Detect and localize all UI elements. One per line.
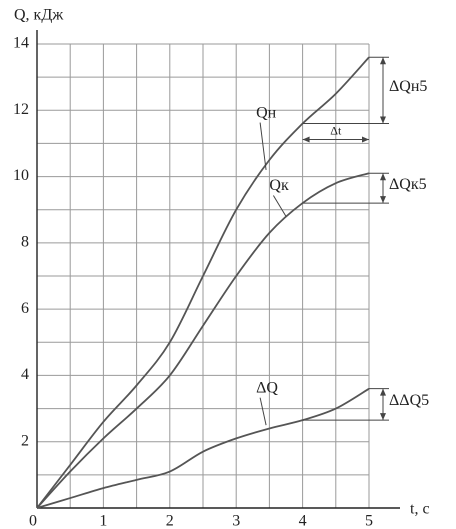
chart: Q, кДж t, c 2468101214012345QнQкΔQΔQн5ΔQ… — [0, 0, 456, 529]
arrow-head — [303, 137, 310, 143]
y-tick-label: 8 — [21, 234, 29, 251]
leader-line — [260, 398, 266, 425]
dimension-label: Δt — [330, 123, 342, 137]
arrow-head — [362, 137, 369, 143]
arrow-head — [380, 173, 386, 180]
x-tick-label: 0 — [29, 513, 37, 529]
x-tick-label: 2 — [166, 513, 174, 529]
y-tick-label: 14 — [13, 35, 29, 52]
x-tick-label: 3 — [232, 513, 240, 529]
arrow-head — [380, 57, 386, 64]
series-label: Qк — [269, 177, 289, 194]
dimension-label: ΔQк5 — [389, 176, 427, 193]
y-axis-label: Q, кДж — [14, 7, 64, 24]
arrow-head — [380, 117, 386, 124]
arrow-head — [380, 196, 386, 203]
y-tick-label: 6 — [21, 300, 29, 317]
arrow-head — [380, 389, 386, 396]
leader-line — [273, 196, 286, 217]
y-tick-label: 10 — [13, 167, 29, 184]
leader-line — [260, 123, 266, 170]
x-tick-label: 1 — [99, 513, 107, 529]
x-tick-label: 5 — [365, 513, 373, 529]
y-tick-label: 4 — [21, 366, 29, 383]
y-tick-label: 2 — [21, 432, 29, 449]
x-axis-label: t, c — [410, 501, 430, 518]
arrow-head — [380, 413, 386, 420]
x-tick-label: 4 — [299, 513, 307, 529]
series-label: ΔQ — [256, 379, 278, 396]
y-tick-label: 12 — [13, 101, 29, 118]
dimension-label: ΔQн5 — [389, 78, 427, 95]
dimension-label: ΔΔQ5 — [389, 392, 429, 409]
series-label: Qн — [256, 104, 277, 121]
